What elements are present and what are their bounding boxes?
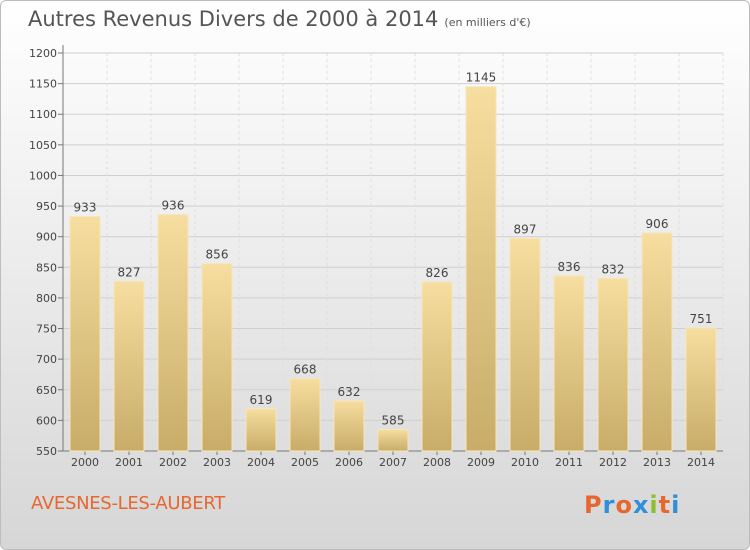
data-label: 936 — [162, 199, 185, 213]
data-label: 585 — [382, 414, 405, 428]
city-name: AVESNES-LES-AUBERT — [31, 493, 225, 514]
data-label: 668 — [294, 363, 317, 377]
logo-letter: x — [632, 491, 650, 519]
data-label: 632 — [338, 385, 361, 399]
data-labels: 933 827 936 856 619 668 632 585 826 1145 897 836 832… — [74, 71, 713, 428]
bar — [641, 232, 673, 452]
data-label: 836 — [558, 260, 581, 274]
y-tick-label: 550 — [36, 445, 57, 458]
bar — [245, 408, 277, 452]
data-label: 897 — [514, 223, 537, 237]
x-tick-label: 2009 — [467, 456, 495, 469]
logo-letter: i — [649, 491, 659, 519]
data-label: 826 — [426, 266, 449, 280]
data-label: 827 — [118, 265, 141, 279]
x-tick-label: 2012 — [599, 456, 627, 469]
bar — [333, 400, 365, 452]
x-tick-label: 2006 — [335, 456, 363, 469]
y-tick-label: 1000 — [29, 169, 57, 182]
x-tick-label: 2005 — [291, 456, 319, 469]
x-tick-labels: 2000 2001 2002 2003 2004 2005 2006 2007 2008 2009… — [71, 456, 715, 469]
bar — [553, 275, 585, 452]
bar — [289, 378, 321, 452]
x-tick-label: 2004 — [247, 456, 275, 469]
y-tick-label: 1100 — [29, 108, 57, 121]
bar — [113, 280, 145, 452]
y-tick-label: 1050 — [29, 139, 57, 152]
x-tick-label: 2007 — [379, 456, 407, 469]
data-label: 933 — [74, 200, 97, 214]
data-label: 619 — [250, 393, 273, 407]
x-tick-label: 2002 — [159, 456, 187, 469]
y-tick-label: 900 — [36, 231, 57, 244]
data-label: 751 — [690, 312, 713, 326]
x-tick-label: 2013 — [643, 456, 671, 469]
x-tick-label: 2011 — [555, 456, 583, 469]
bar — [157, 214, 189, 452]
bars — [69, 86, 717, 452]
x-tick-label: 2001 — [115, 456, 143, 469]
logo-letter: i — [671, 491, 681, 519]
bar — [465, 86, 497, 452]
bar — [421, 281, 453, 452]
data-label: 1145 — [466, 71, 497, 85]
chart-title-text: Autres Revenus Divers de 2000 à 2014 — [28, 7, 439, 31]
y-tick-label: 800 — [36, 292, 57, 305]
y-tick-label: 750 — [36, 323, 57, 336]
chart-subtitle: (en milliers d'€) — [444, 16, 531, 29]
bar — [69, 215, 101, 452]
y-tick-label: 1150 — [29, 78, 57, 91]
logo-letter: r — [602, 491, 616, 519]
data-label: 906 — [646, 217, 669, 231]
y-tick-label: 700 — [36, 353, 57, 366]
x-tick-label: 2014 — [687, 456, 715, 469]
data-label: 832 — [602, 262, 625, 276]
y-tick-label: 650 — [36, 384, 57, 397]
bar — [201, 263, 233, 452]
y-tick-labels: 550 600 650 700 750 800 850 900 950 1000 1050 1100 1… — [29, 47, 57, 458]
logo-letter: t — [658, 491, 672, 519]
y-tick-label: 950 — [36, 200, 57, 213]
y-tick-label: 1200 — [29, 47, 57, 60]
logo-letter: o — [615, 491, 633, 519]
bar — [377, 429, 409, 452]
proxiti-logo: Proxiti — [584, 491, 680, 519]
x-tick-label: 2003 — [203, 456, 231, 469]
y-tick-label: 850 — [36, 261, 57, 274]
x-tick-label: 2000 — [71, 456, 99, 469]
y-tick-label: 600 — [36, 414, 57, 427]
x-tick-label: 2010 — [511, 456, 539, 469]
chart-title: Autres Revenus Divers de 2000 à 2014 (en … — [28, 7, 531, 31]
x-tick-label: 2008 — [423, 456, 451, 469]
bar — [509, 238, 541, 452]
bar — [597, 277, 629, 452]
logo-letter: P — [584, 491, 603, 519]
data-label: 856 — [206, 248, 229, 262]
bar — [685, 327, 717, 452]
